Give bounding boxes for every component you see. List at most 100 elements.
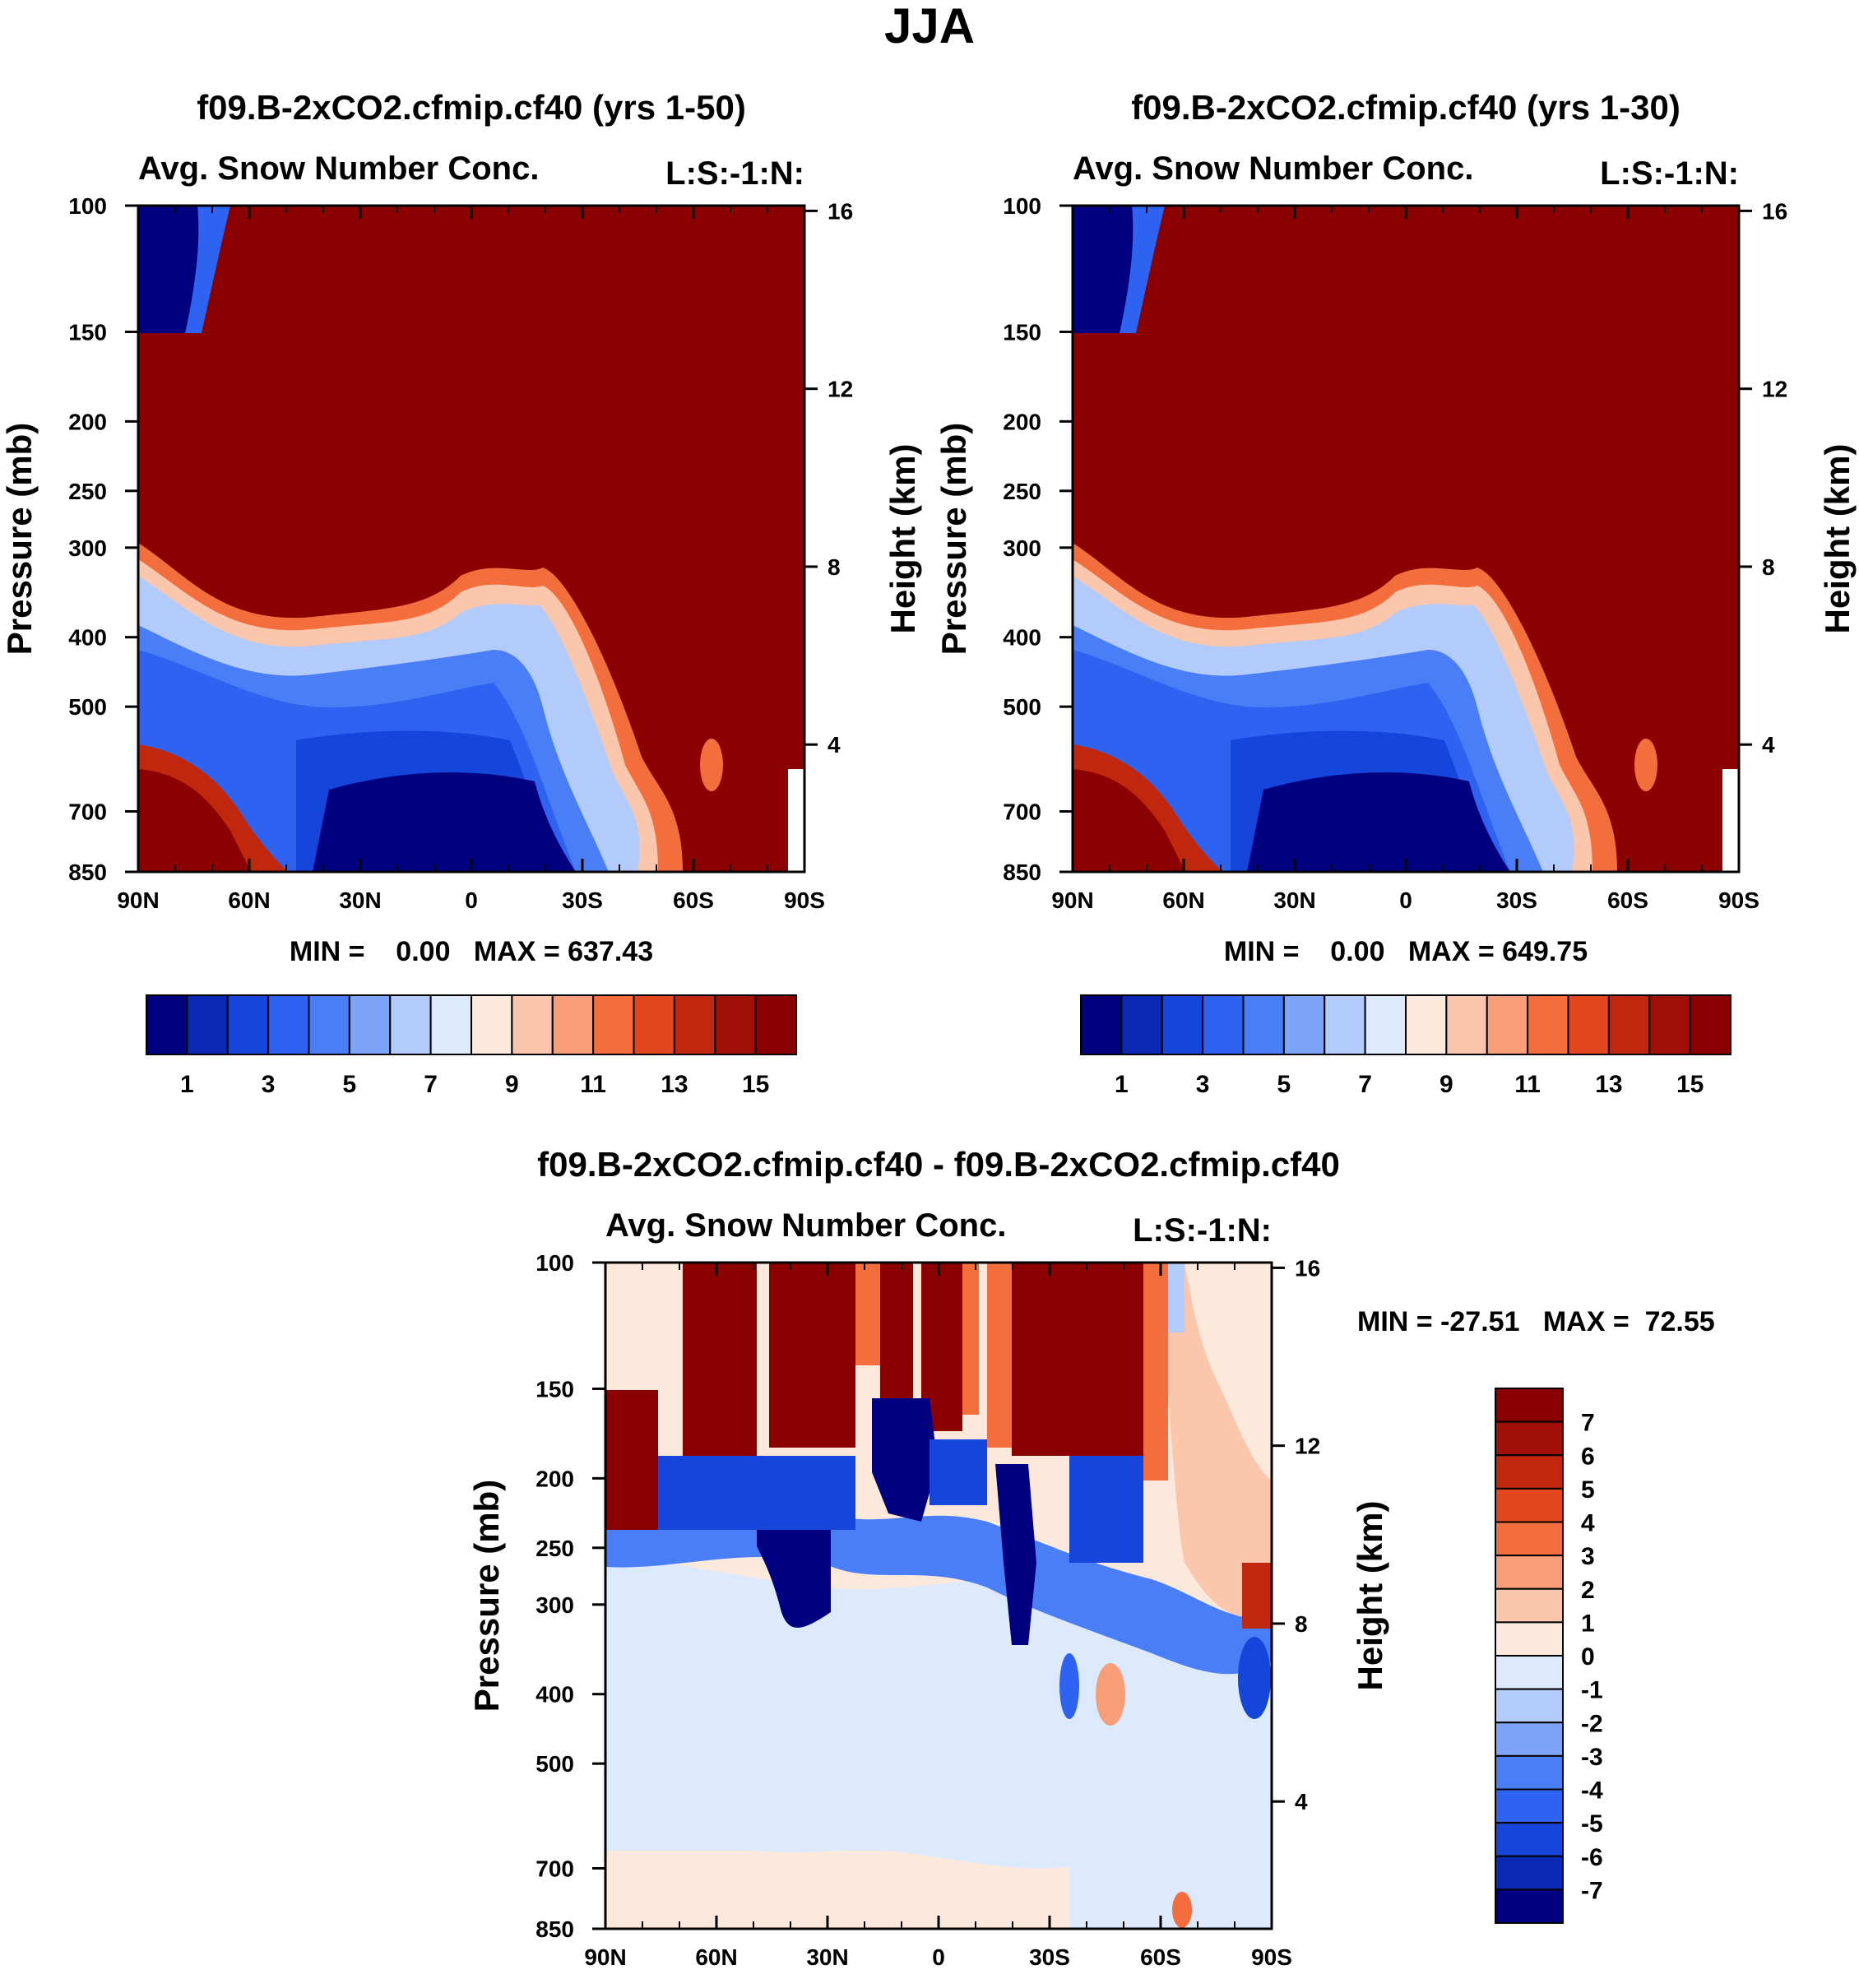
panel-2-tick-labels: 90N 60N 30N 0 30S 60S 90S 100 150 200 250 300 400 500… (1003, 193, 1787, 913)
colorbar-label: 4 (1581, 1510, 1595, 1537)
x-tick-label: 90N (117, 887, 159, 913)
colorbar-swatch (1689, 994, 1732, 1055)
colorbar-label: -6 (1581, 1844, 1603, 1871)
colorbar-swatch (267, 994, 310, 1055)
panel-3-right-label: L:S:-1:N: (1133, 1212, 1272, 1249)
colorbar-swatch (1495, 1521, 1564, 1557)
colorbar-label: 0 (1581, 1643, 1595, 1671)
y-tick-label: 300 (535, 1592, 574, 1618)
colorbar-swatch (1648, 994, 1691, 1055)
panel-1-tick-labels: 90N 60N 30N 0 30S 60S 90S 100 150 200 250 300 400 500… (68, 193, 853, 913)
colorbar-swatch (551, 994, 595, 1055)
colorbar-label: 11 (1514, 1071, 1541, 1098)
diff-right-light-blue-strip (1168, 1263, 1184, 1332)
colorbar-swatch (1495, 1454, 1564, 1490)
colorbar-swatch (471, 994, 513, 1055)
panel-1-lower-contours (138, 206, 804, 872)
x-tick-label: 90S (784, 887, 825, 913)
diff-orange-band (855, 1263, 1168, 1481)
panel-3-y-axis-label: Pressure (mb) (467, 1480, 506, 1712)
panel-3-title: f09.B-2xCO2.cfmip.cf40 - f09.B-2xCO2.cfm… (537, 1145, 1340, 1184)
colorbar-label: 2 (1581, 1577, 1595, 1604)
colorbar-swatch (1495, 1587, 1564, 1624)
diff-navy-block-0 (872, 1398, 938, 1522)
panel-2-plot (1073, 206, 1739, 872)
y-tick-label: 850 (1003, 860, 1041, 885)
colorbar-swatch (1495, 1822, 1564, 1857)
y-tick-label: 400 (535, 1682, 574, 1708)
contour-low-level-darkred (1073, 769, 1185, 872)
x-tick-label: 60S (1140, 1944, 1181, 1970)
contour-polar-blue-edge (1120, 206, 1165, 333)
y-right-tick-label: 12 (1762, 377, 1787, 402)
y-right-tick-label: 4 (1295, 1789, 1308, 1814)
colorbar-label: -5 (1581, 1810, 1603, 1837)
colorbar-swatch (1486, 994, 1529, 1055)
panel-2-colorbar: 1 3 5 7 9 11 13 15 (1080, 994, 1732, 1098)
x-tick-label: 30N (339, 887, 381, 913)
x-tick-label: 90S (1718, 887, 1759, 913)
panel-1-left-label: Avg. Snow Number Conc. (138, 151, 539, 187)
panel-2-y-right-axis-label: Height (km) (1818, 444, 1857, 634)
colorbar-swatch (1120, 994, 1163, 1055)
colorbar-swatch (1607, 994, 1651, 1055)
y-tick-label: 150 (1003, 319, 1041, 345)
colorbar-label: 3 (1196, 1071, 1210, 1098)
y-tick-label: 300 (68, 535, 107, 561)
colorbar-swatch (1445, 994, 1488, 1055)
colorbar-swatch (1161, 994, 1204, 1055)
colorbar-label: 1 (1115, 1071, 1129, 1098)
colorbar-swatch (633, 994, 675, 1055)
y-tick-label: 200 (1003, 409, 1041, 434)
colorbar-swatch (308, 994, 350, 1055)
contour-level-navy (1247, 772, 1510, 872)
diff-light-blue-region (605, 1578, 1272, 1851)
panel-1-y-right-axis-label: Height (km) (883, 444, 922, 634)
colorbar-label: 7 (1358, 1071, 1372, 1098)
y-tick-label: 150 (535, 1376, 574, 1402)
colorbar-swatch (226, 994, 270, 1055)
contour-low-level-darkred (138, 769, 251, 872)
panel-1-y-axis-label: Pressure (mb) (0, 423, 39, 655)
diff-lower-peach-band (605, 1844, 1069, 1929)
x-tick-label: 60S (673, 887, 714, 913)
x-tick-label: 0 (465, 887, 478, 913)
colorbar-label: 5 (343, 1071, 357, 1098)
x-tick-label: 30S (1496, 887, 1537, 913)
diff-right-lightpeach (1184, 1263, 1272, 1481)
diff-orange-spot-near-surface (1172, 1892, 1192, 1928)
colorbar-swatch (1495, 1888, 1564, 1924)
colorbar-swatch (714, 994, 757, 1055)
x-tick-label: 60N (1162, 887, 1204, 913)
y-tick-label: 100 (68, 193, 107, 219)
colorbar-label: 11 (580, 1071, 606, 1098)
colorbar-swatch (429, 994, 472, 1055)
y-tick-label: 700 (1003, 799, 1041, 825)
contour-blob-60s (1634, 739, 1657, 791)
colorbar-swatch (1495, 1788, 1564, 1824)
y-tick-label: 300 (1003, 535, 1041, 561)
colorbar-label: -7 (1581, 1877, 1603, 1904)
colorbar-label: -2 (1581, 1710, 1603, 1737)
colorbar-label: 3 (262, 1071, 276, 1098)
panel-3-stats: MIN = -27.51 MAX = 72.55 (1357, 1306, 1715, 1337)
panel-1: f09.B-2xCO2.cfmip.cf40 (yrs 1-50) Avg. S… (0, 88, 922, 1098)
diff-darkblue-layer (658, 1439, 1143, 1563)
x-tick-label: 30S (562, 887, 603, 913)
panel-1-ticks (125, 204, 818, 874)
colorbar-swatch (1495, 1655, 1564, 1690)
colorbar-label: 5 (1581, 1476, 1595, 1504)
colorbar-label: 9 (1439, 1071, 1453, 1098)
colorbar-swatch (754, 994, 797, 1055)
x-tick-label: 90N (1051, 887, 1093, 913)
figure-title: JJA (884, 0, 975, 53)
panel-3-colorbar: 7 6 5 4 3 2 1 0 -1 -2 -3 -4 -5 -6 -7 (1495, 1388, 1603, 1924)
panel-2-stats: MIN = 0.00 MAX = 649.75 (1224, 936, 1588, 967)
colorbar-label: 5 (1277, 1071, 1291, 1098)
colorbar-swatch (592, 994, 635, 1055)
y-tick-label: 250 (535, 1536, 574, 1561)
x-tick-label: 30N (1273, 887, 1315, 913)
x-tick-label: 30N (806, 1944, 848, 1970)
colorbar-label: 7 (424, 1071, 438, 1098)
